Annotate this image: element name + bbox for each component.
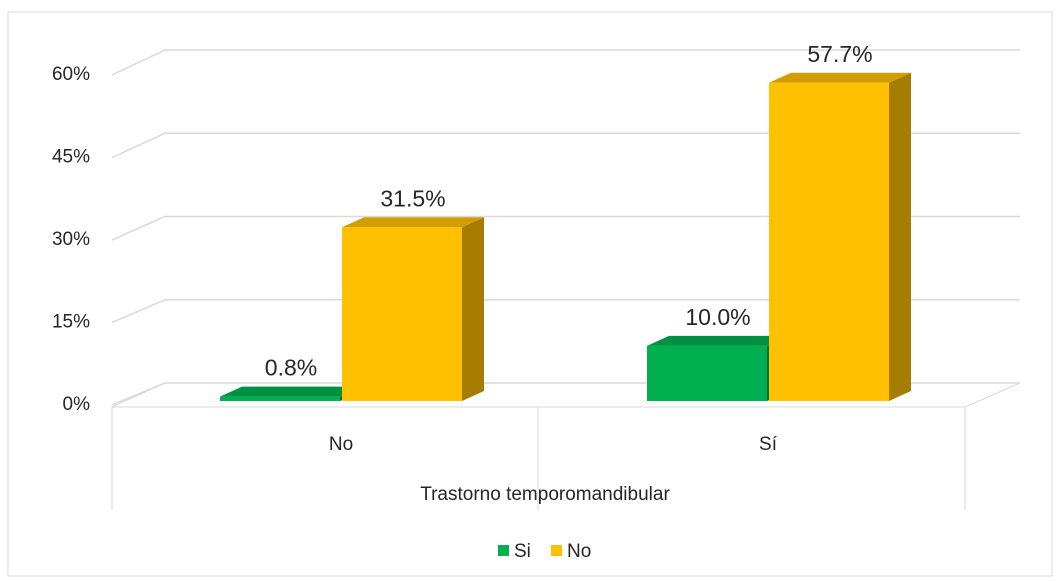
legend-swatch (551, 545, 562, 556)
axis-box (111, 407, 966, 510)
x-tick-label: Sí (759, 434, 778, 455)
data-label: 10.0% (685, 304, 750, 330)
legend-label: No (567, 541, 591, 562)
bar-front (342, 227, 462, 401)
bar (342, 217, 484, 401)
data-label: 57.7% (807, 41, 872, 67)
bar-top (769, 72, 911, 83)
bar-side (462, 217, 484, 401)
x-axis-title: Trastorno temporomandibular (420, 484, 670, 505)
grid-line (111, 299, 1020, 324)
legend-swatch (498, 545, 509, 556)
y-tick-label: 60% (52, 64, 90, 85)
bar (220, 386, 362, 401)
data-label: 31.5% (380, 185, 445, 211)
x-tick-label: No (329, 434, 353, 455)
bar (647, 335, 789, 401)
bar-front (220, 396, 340, 401)
y-tick-label: 0% (63, 394, 91, 415)
bar-top (220, 386, 362, 397)
grid-line (111, 132, 1020, 159)
bar-front (769, 82, 889, 402)
data-label: 0.8% (265, 355, 317, 381)
y-tick-label: 15% (52, 312, 90, 333)
bar-top (647, 335, 789, 346)
y-tick-label: 45% (52, 147, 90, 168)
grid-line (111, 49, 1020, 76)
legend-label: Si (514, 541, 531, 562)
y-tick-label: 30% (52, 229, 90, 250)
bar-top (342, 217, 484, 228)
bar-side (889, 72, 911, 402)
grid-line (111, 215, 1020, 241)
bar (769, 72, 911, 402)
bar-front (647, 345, 767, 401)
